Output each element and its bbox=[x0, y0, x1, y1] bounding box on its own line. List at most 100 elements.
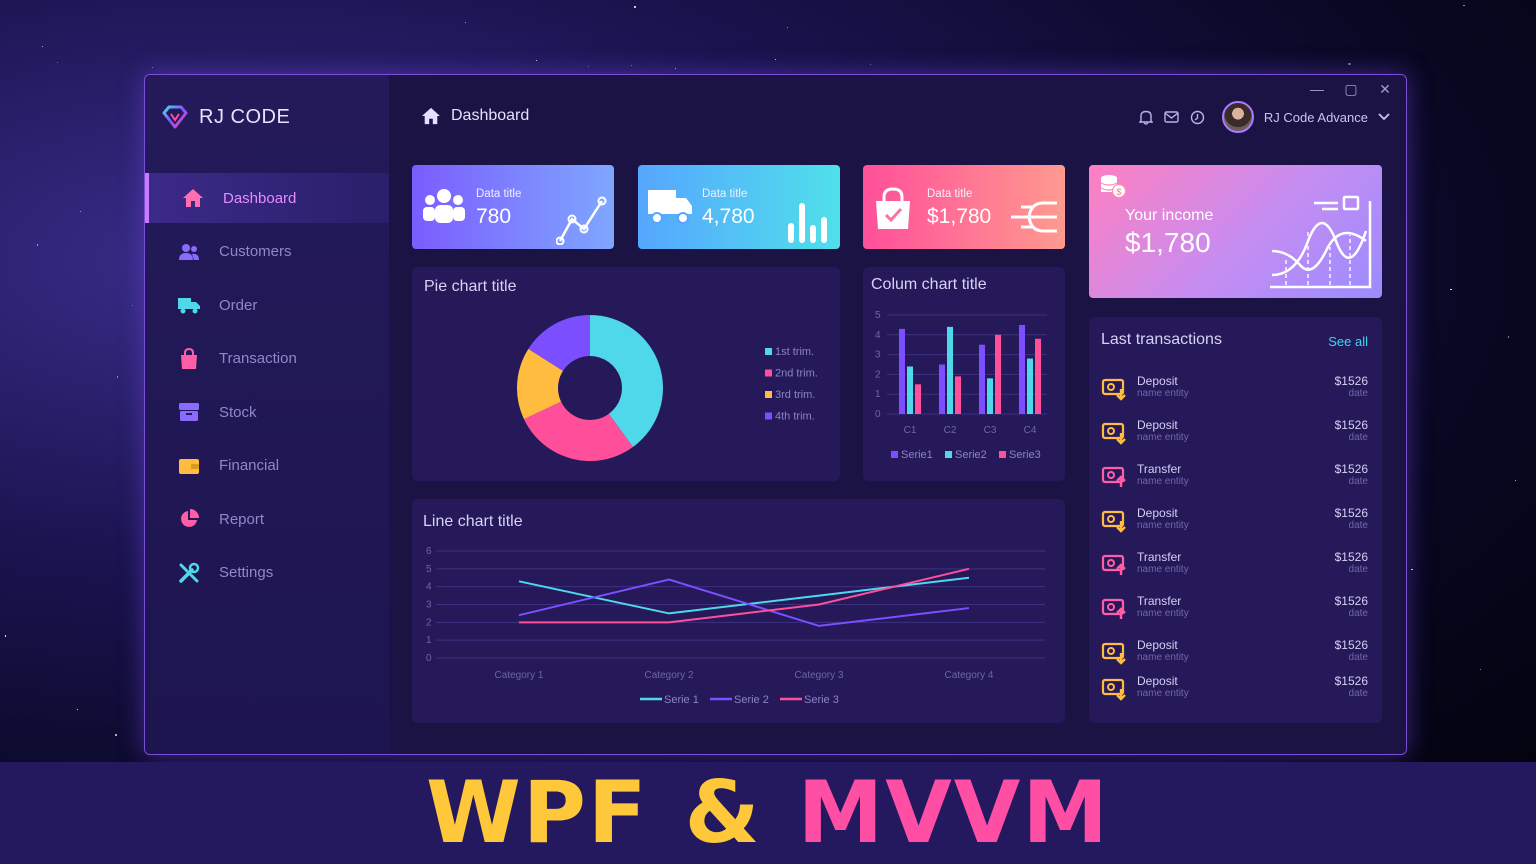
sidebar-item-dashboard[interactable]: Dashboard bbox=[145, 173, 389, 223]
sidebar-item-label: Dashboard bbox=[223, 189, 297, 207]
sidebar-item-financial[interactable]: Financial bbox=[145, 441, 389, 491]
x-tick-label: Category 2 bbox=[645, 670, 694, 681]
star bbox=[79, 211, 81, 213]
star bbox=[465, 22, 467, 24]
star bbox=[36, 244, 39, 246]
transaction-type: Deposit bbox=[1137, 374, 1178, 388]
transaction-row[interactable]: Deposit name entity $1526 date bbox=[1101, 637, 1370, 677]
sidebar-item-label: Financial bbox=[219, 457, 280, 474]
legend-label: 1st trim. bbox=[775, 346, 814, 358]
stat-value: $1,780 bbox=[927, 205, 992, 228]
y-tick-label: 2 bbox=[875, 369, 881, 380]
tools-icon bbox=[177, 561, 201, 585]
star bbox=[1348, 62, 1351, 66]
legend-swatch bbox=[765, 391, 772, 398]
banner-wpf: WPF bbox=[426, 763, 649, 863]
truck-icon bbox=[646, 187, 694, 230]
sidebar-item-label: Transaction bbox=[219, 350, 297, 367]
mail-icon[interactable] bbox=[1164, 109, 1180, 125]
star bbox=[1411, 569, 1413, 571]
avatar[interactable] bbox=[1221, 101, 1254, 133]
maximize-button[interactable]: ▢ bbox=[1344, 81, 1358, 97]
sidebar-item-customers[interactable]: Customers bbox=[145, 227, 389, 277]
transaction-row[interactable]: Deposit name entity $1526 date bbox=[1101, 673, 1370, 713]
y-tick-label: 2 bbox=[426, 617, 432, 628]
star bbox=[152, 66, 154, 68]
x-tick-label: C2 bbox=[944, 425, 957, 436]
pie-slice bbox=[523, 401, 633, 461]
bar bbox=[995, 334, 1001, 414]
transaction-date: date bbox=[1348, 520, 1368, 531]
deposit-icon bbox=[1101, 509, 1129, 538]
see-all-link[interactable]: See all bbox=[1328, 334, 1368, 349]
sidebar-menu: Dashboard Customers Order Transaction St… bbox=[145, 173, 389, 601]
transaction-row[interactable]: Transfer name entity $1526 date bbox=[1101, 593, 1370, 633]
y-tick-label: 5 bbox=[426, 564, 432, 575]
logo-text: RJ CODE bbox=[199, 105, 291, 128]
transaction-row[interactable]: Deposit name entity $1526 date bbox=[1101, 373, 1370, 413]
transactions-panel: Last transactions See all Deposit name en… bbox=[1089, 317, 1382, 723]
transaction-date: date bbox=[1348, 476, 1368, 487]
transaction-row[interactable]: Transfer name entity $1526 date bbox=[1101, 461, 1370, 501]
transaction-type: Deposit bbox=[1137, 506, 1178, 520]
pie-slice bbox=[528, 315, 590, 371]
transaction-type: Transfer bbox=[1137, 462, 1182, 476]
transfer-icon bbox=[1101, 553, 1129, 582]
stat-card-sales[interactable]: Data title $1,780 bbox=[863, 165, 1065, 249]
transaction-amount: $1526 bbox=[1334, 594, 1368, 608]
minimize-button[interactable]: — bbox=[1310, 81, 1324, 97]
chevron-down-icon[interactable] bbox=[1378, 108, 1390, 126]
bar bbox=[1027, 358, 1033, 414]
star bbox=[1479, 668, 1481, 671]
page-title-text: Dashboard bbox=[451, 107, 530, 124]
transaction-type: Deposit bbox=[1137, 674, 1178, 688]
transaction-amount: $1526 bbox=[1334, 638, 1368, 652]
shopping-bag-icon bbox=[871, 187, 915, 236]
legend-swatch bbox=[945, 451, 952, 458]
stat-card-orders[interactable]: Data title 4,780 bbox=[638, 165, 840, 249]
income-title: Your income bbox=[1125, 207, 1214, 224]
title-banner: WPF & MVVM bbox=[0, 762, 1536, 864]
wave-chart-icon bbox=[1266, 191, 1374, 298]
sidebar-item-label: Order bbox=[219, 296, 258, 314]
star bbox=[674, 67, 677, 69]
income-card[interactable]: $ Your income $1,780 bbox=[1089, 165, 1382, 298]
transaction-entity: name entity bbox=[1137, 388, 1189, 399]
sidebar-item-report[interactable]: Report bbox=[145, 494, 389, 544]
legend-label: Serie 2 bbox=[734, 694, 769, 706]
bar bbox=[1035, 338, 1041, 414]
legend-label: Serie3 bbox=[1009, 449, 1041, 461]
transaction-type: Transfer bbox=[1137, 550, 1182, 564]
transaction-amount: $1526 bbox=[1334, 506, 1368, 520]
deposit-icon bbox=[1101, 641, 1129, 670]
logo: RJ CODE bbox=[161, 105, 290, 129]
transaction-entity: name entity bbox=[1137, 564, 1189, 575]
transaction-row[interactable]: Deposit name entity $1526 date bbox=[1101, 417, 1370, 457]
user-name[interactable]: RJ Code Advance bbox=[1263, 109, 1368, 125]
transaction-row[interactable]: Deposit name entity $1526 date bbox=[1101, 505, 1370, 545]
sidebar-item-transaction[interactable]: Transaction bbox=[145, 334, 389, 384]
sidebar-item-order[interactable]: Order bbox=[145, 280, 389, 330]
sidebar-item-settings[interactable]: Settings bbox=[145, 548, 389, 598]
series-line bbox=[518, 578, 970, 627]
transaction-type: Transfer bbox=[1137, 594, 1182, 608]
banner-ampersand: & bbox=[684, 763, 762, 863]
pie-chart: 1st trim. 2nd trim. 3rd trim. 4th trim. bbox=[517, 315, 818, 461]
trend-line-icon bbox=[555, 195, 610, 250]
stat-title: Data title bbox=[927, 188, 973, 200]
close-button[interactable]: ✕ bbox=[1379, 81, 1391, 97]
clock-icon[interactable] bbox=[1190, 109, 1206, 125]
sidebar-item-stock[interactable]: Stock bbox=[145, 387, 389, 437]
transaction-date: date bbox=[1348, 608, 1368, 619]
bell-icon[interactable] bbox=[1138, 109, 1154, 125]
legend-swatch bbox=[999, 451, 1006, 458]
home-icon bbox=[422, 107, 440, 125]
series-line bbox=[519, 567, 970, 624]
transaction-date: date bbox=[1348, 432, 1368, 443]
transaction-row[interactable]: Transfer name entity $1526 date bbox=[1101, 549, 1370, 589]
transaction-type: Deposit bbox=[1137, 638, 1178, 652]
star bbox=[57, 61, 59, 63]
stat-card-users[interactable]: Data title 780 bbox=[412, 165, 614, 249]
pie-chart-icon bbox=[177, 507, 201, 531]
bar bbox=[955, 376, 961, 414]
